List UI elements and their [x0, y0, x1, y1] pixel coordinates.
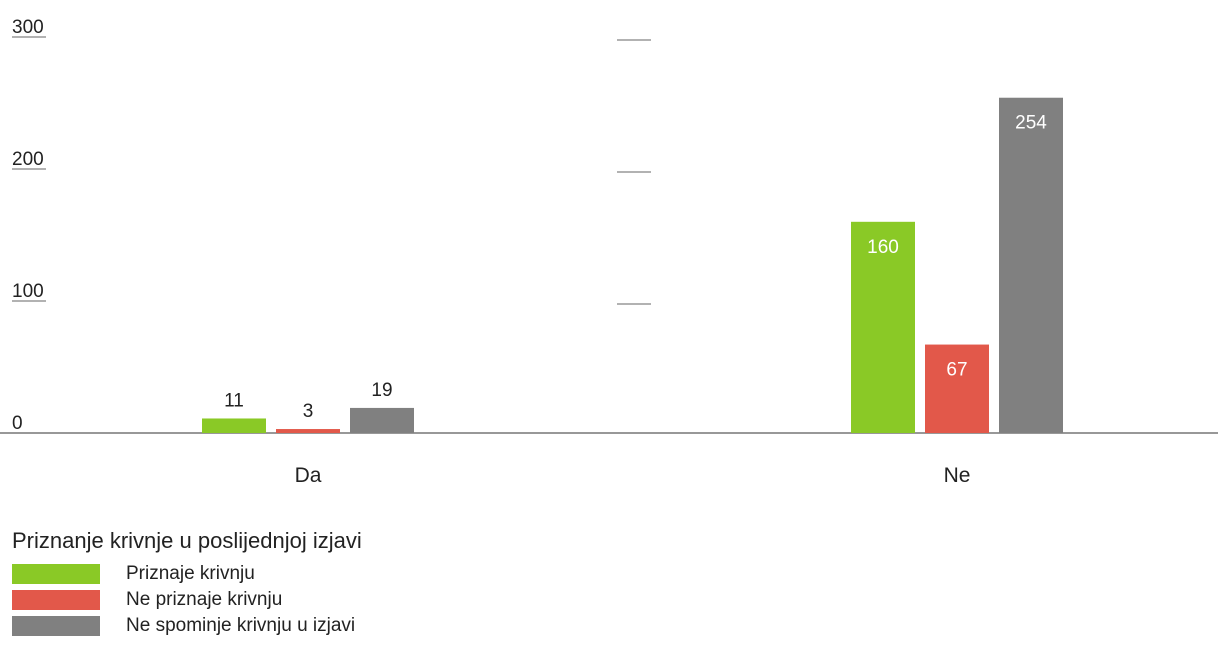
x-category-label: Ne	[944, 464, 971, 487]
x-category-label: Da	[295, 464, 322, 487]
y-tick-label: 100	[12, 281, 44, 302]
bar-value-label: 3	[303, 401, 314, 422]
legend-swatch	[12, 564, 100, 584]
legend: Priznanje krivnje u poslijednjoj izjavi …	[12, 528, 362, 639]
legend-swatch	[12, 590, 100, 610]
legend-label: Priznaje krivnju	[126, 563, 255, 584]
bar	[276, 429, 340, 433]
bar	[999, 97, 1063, 433]
bar	[350, 407, 414, 433]
bar-value-label: 67	[946, 360, 967, 381]
y-tick-label: 0	[12, 413, 23, 434]
bar	[851, 221, 915, 433]
legend-item: Ne priznaje krivnju	[12, 587, 362, 613]
legend-label: Ne priznaje krivnju	[126, 589, 283, 610]
legend-swatch	[12, 616, 100, 636]
legend-label: Ne spominje krivnju u izjavi	[126, 615, 356, 636]
bar	[202, 418, 266, 433]
y-tick-label: 300	[12, 17, 44, 38]
legend-title: Priznanje krivnje u poslijednjoj izjavi	[12, 528, 362, 553]
bar	[925, 344, 989, 433]
legend-item: Ne spominje krivnju u izjavi	[12, 613, 362, 639]
tick-guides	[617, 39, 651, 305]
bars: 11 3 19 160 67 254	[202, 97, 1063, 433]
bar-value-label: 160	[867, 237, 899, 258]
bar-value-label: 11	[224, 390, 244, 411]
legend-items: Priznaje krivnju Ne priznaje krivnju Ne sp…	[12, 561, 362, 639]
bar-chart: 0 100 200 300 11 3 19 160 67 254 Da Ne	[0, 17, 1218, 487]
legend-item: Priznaje krivnju	[12, 561, 362, 587]
y-tick-label: 200	[12, 149, 44, 170]
bar-value-label: 254	[1015, 113, 1047, 134]
bar-value-label: 19	[371, 380, 392, 401]
y-axis: 0 100 200 300	[12, 17, 46, 434]
category-labels: Da Ne	[295, 464, 971, 487]
